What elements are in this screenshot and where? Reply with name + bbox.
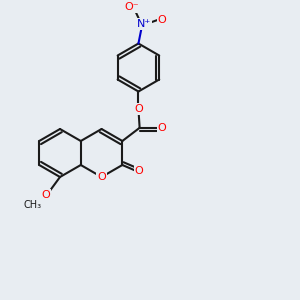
Text: O: O — [158, 123, 166, 133]
Text: N⁺: N⁺ — [136, 19, 151, 29]
Text: O: O — [158, 14, 166, 25]
Text: O: O — [134, 104, 143, 114]
Text: O: O — [41, 190, 50, 200]
Text: O: O — [97, 172, 106, 182]
Text: CH₃: CH₃ — [23, 200, 41, 210]
Text: O⁻: O⁻ — [125, 2, 140, 12]
Text: O: O — [135, 166, 143, 176]
